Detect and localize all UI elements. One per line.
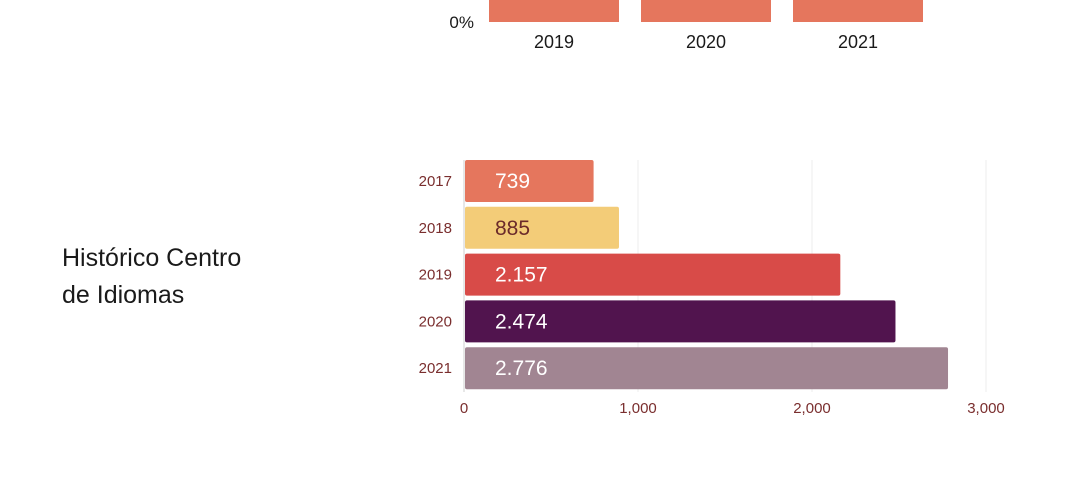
- top-x-tick-label-2021: 2021: [838, 32, 878, 52]
- bars: 739 885 2.157 2.474 2.776: [465, 160, 949, 390]
- section-title-line1: Histórico Centro: [62, 244, 242, 272]
- category-label-2018: 2018: [419, 220, 452, 237]
- bar-2017: [465, 160, 594, 202]
- data-label-2021: 2.776: [495, 357, 548, 380]
- section-title-line2: de Idiomas: [62, 281, 185, 309]
- top-x-tick-label-2020: 2020: [686, 32, 726, 52]
- category-label-2021: 2021: [419, 360, 452, 377]
- x-tick-label-0: 0: [460, 400, 468, 417]
- data-label-2019: 2.157: [495, 264, 548, 287]
- top-y-tick-label: 0%: [449, 13, 474, 32]
- bar-2018: [465, 206, 619, 249]
- x-tick-labels: 0 1,000 2,000 3,000: [460, 400, 1005, 417]
- top-x-tick-labels: 2019 2020 2021: [534, 32, 878, 52]
- data-label-2017: 739: [495, 170, 530, 193]
- x-tick-label-2000: 2,000: [793, 400, 831, 417]
- category-label-2017: 2017: [419, 173, 452, 190]
- bar-2020: [465, 300, 896, 343]
- top-bar-2021: [793, 0, 923, 22]
- top-x-tick-label-2019: 2019: [534, 32, 574, 52]
- section-title: Histórico Centro de Idiomas: [62, 240, 322, 314]
- bar-2019: [465, 253, 841, 296]
- x-tick-label-1000: 1,000: [619, 400, 657, 417]
- category-label-2019: 2019: [419, 267, 452, 284]
- x-tick-label-3000: 3,000: [967, 400, 1005, 417]
- top-bar-2020: [641, 0, 771, 22]
- data-label-2020: 2.474: [495, 310, 548, 333]
- bar-2021: [465, 347, 949, 390]
- category-label-2020: 2020: [419, 313, 452, 330]
- category-labels: 2017 2018 2019 2020 2021: [419, 173, 452, 377]
- data-label-2018: 885: [495, 217, 530, 240]
- top-bar-2019: [489, 0, 619, 22]
- top-bar-chart: 0% 2019 2020 2021: [449, 0, 923, 52]
- top-chart-bars: [489, 0, 923, 22]
